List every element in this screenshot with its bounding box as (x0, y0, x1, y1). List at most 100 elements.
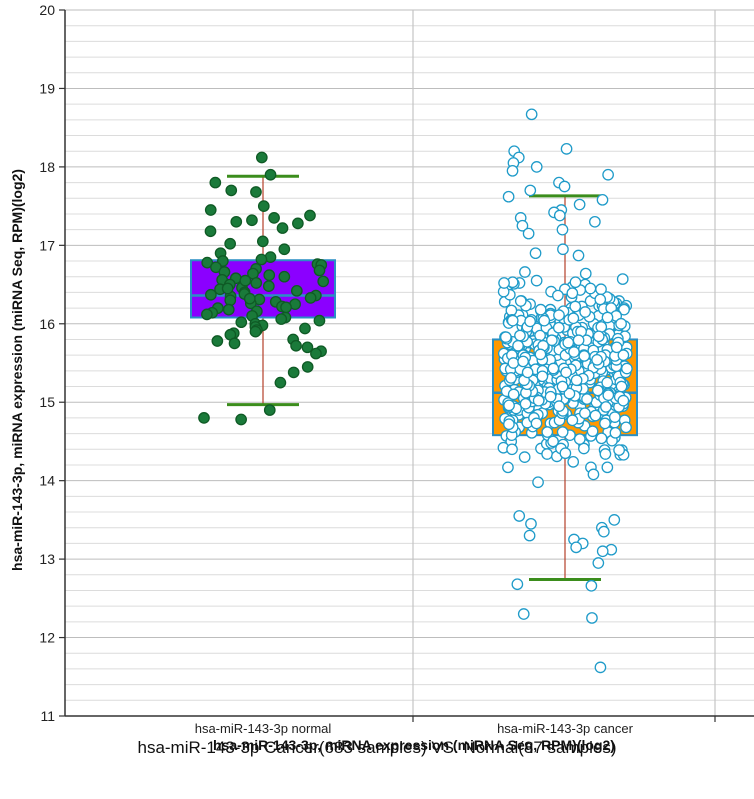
data-point (601, 376, 614, 389)
x-tick-label: hsa-miR-143-3p cancer (497, 721, 634, 736)
data-point (514, 329, 526, 342)
data-point (262, 280, 275, 292)
grid-lines (65, 9, 754, 717)
data-point (608, 514, 621, 526)
data-point (579, 407, 591, 420)
data-point (519, 266, 531, 278)
data-point (569, 276, 582, 289)
data-point (523, 529, 536, 542)
data-point (256, 235, 269, 248)
data-point (616, 273, 629, 285)
data-point (538, 314, 551, 327)
data-point (235, 316, 248, 329)
data-point (274, 376, 287, 389)
data-point (204, 204, 217, 216)
data-point (525, 517, 537, 530)
data-point (506, 164, 519, 177)
data-point (589, 215, 601, 228)
data-point (530, 417, 543, 430)
data-point (534, 348, 547, 361)
data-point (205, 288, 217, 301)
data-point (246, 214, 258, 227)
data-point (301, 341, 314, 354)
data-point (578, 350, 591, 362)
data-point (595, 321, 608, 333)
data-point (602, 389, 615, 402)
data-point (263, 404, 276, 416)
y-tick-label: 13 (39, 551, 55, 567)
data-point (304, 209, 316, 222)
data-point (313, 264, 326, 277)
data-point (313, 314, 326, 327)
data-point (572, 249, 585, 262)
data-point (594, 293, 607, 306)
data-point (278, 270, 291, 283)
data-point (594, 661, 607, 674)
data-point (547, 362, 560, 375)
data-point (507, 388, 520, 401)
data-point (608, 411, 621, 423)
data-point (621, 362, 633, 375)
data-point (585, 579, 598, 592)
data-point (546, 334, 558, 347)
data-point (299, 322, 311, 335)
data-point (613, 444, 625, 456)
data-point (516, 219, 529, 232)
data-point (502, 461, 514, 474)
data-point (602, 168, 614, 181)
data-point (522, 227, 535, 240)
data-point (534, 329, 546, 342)
data-point (560, 142, 573, 155)
data-point (534, 303, 547, 316)
data-point (579, 306, 592, 318)
data-point (552, 321, 565, 334)
data-point (556, 380, 569, 393)
data-point (553, 309, 565, 321)
y-axis-label: hsa-miR-143-3p, miRNA expression (miRNA … (9, 169, 25, 571)
data-point (243, 292, 256, 305)
data-point (617, 349, 630, 362)
data-point (595, 432, 608, 445)
data-point (618, 303, 630, 316)
data-point (596, 545, 609, 558)
chart-caption: hsa-miR-143-3p Cancer(683 samples) VS. N… (137, 738, 617, 757)
data-point (524, 315, 536, 328)
data-point (566, 414, 579, 427)
data-point (525, 108, 538, 121)
data-point (224, 237, 236, 250)
data-point (599, 448, 612, 460)
data-point (530, 161, 543, 173)
data-point (292, 217, 304, 230)
data-point (204, 225, 217, 238)
data-point (532, 394, 545, 407)
data-point (503, 399, 515, 412)
data-point (201, 308, 213, 321)
data-point (249, 325, 262, 338)
data-point (586, 425, 599, 438)
data-point (268, 212, 280, 224)
data-point (591, 354, 603, 366)
data-point (503, 418, 515, 431)
data-point (570, 374, 583, 387)
data-point (209, 176, 222, 189)
data-point (235, 413, 247, 426)
y-tick-label: 15 (39, 394, 55, 410)
data-point (225, 184, 238, 197)
data-point (562, 336, 575, 349)
data-point (518, 451, 531, 463)
data-point (530, 274, 543, 287)
data-point (512, 339, 524, 352)
data-point (500, 331, 512, 343)
data-point (584, 282, 597, 295)
x-tick-label: hsa-miR-143-3p normal (195, 721, 332, 736)
data-point (573, 433, 586, 445)
y-tick-label: 17 (39, 237, 55, 253)
data-point (568, 346, 580, 358)
data-point (601, 461, 614, 474)
data-point (560, 366, 572, 379)
data-point (287, 366, 300, 379)
data-point (310, 347, 322, 360)
data-point (586, 612, 598, 624)
